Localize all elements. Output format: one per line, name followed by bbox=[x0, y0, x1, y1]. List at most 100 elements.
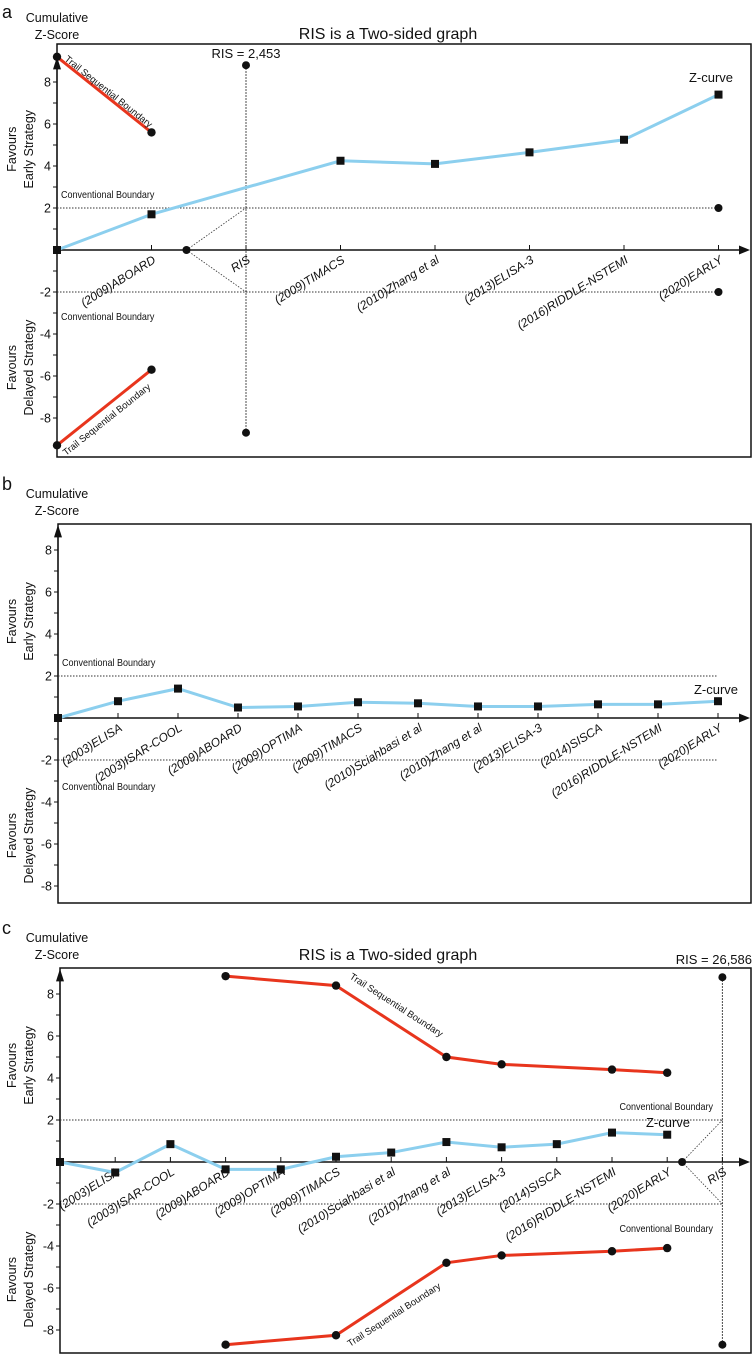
z-curve-point bbox=[294, 702, 302, 711]
x-category-label: RIS bbox=[228, 253, 252, 275]
y-tick-label: 6 bbox=[47, 1030, 54, 1044]
panel-label: b bbox=[2, 474, 12, 494]
tsb-marker bbox=[147, 365, 156, 374]
y-label-favours-delayed-line-1: Favours bbox=[5, 1257, 19, 1302]
z-curve-line bbox=[59, 1131, 668, 1175]
y-label-favours-early-line-2: Early Strategy bbox=[22, 1025, 36, 1104]
y-axis-arrow-icon bbox=[56, 968, 64, 982]
ris-marker-bottom bbox=[242, 428, 250, 437]
x-category-label: (2010)Zhang et al bbox=[354, 252, 442, 314]
ris-origin-marker bbox=[678, 1158, 687, 1166]
z-curve-point bbox=[714, 697, 722, 706]
y-tick-label: 2 bbox=[45, 670, 52, 684]
y-title-line-1: Cumulative bbox=[26, 11, 89, 25]
z-curve-point bbox=[431, 159, 439, 168]
y-tick-label: -8 bbox=[41, 880, 52, 894]
tsb-line-lower bbox=[225, 1246, 668, 1347]
ris-origin-marker bbox=[182, 246, 191, 254]
ris-marker-bottom bbox=[718, 1340, 727, 1349]
conventional-boundary-label-lower: Conventional Boundary bbox=[61, 312, 155, 324]
y-tick-label: -6 bbox=[41, 838, 52, 852]
conventional-boundary-label-lower: Conventional Boundary bbox=[62, 782, 156, 794]
x-category-label: (2020)EARLY bbox=[655, 720, 725, 771]
tsb-marker bbox=[663, 1243, 672, 1253]
conventional-boundary-label-lower: Conventional Boundary bbox=[620, 1224, 714, 1236]
ris-boundary-connector-upper bbox=[186, 207, 247, 251]
z-curve-point bbox=[525, 148, 534, 157]
z-curve-point bbox=[221, 1165, 230, 1174]
z-curve-point bbox=[654, 700, 662, 709]
tsb-marker bbox=[442, 1052, 451, 1062]
panel-label: c bbox=[2, 918, 11, 938]
tsb-marker bbox=[221, 1340, 230, 1349]
tsb-label-upper: Trail Sequential Boundary bbox=[62, 54, 154, 131]
y-tick-label: -2 bbox=[41, 754, 52, 768]
y-title-line-1: Cumulative bbox=[26, 931, 89, 945]
z-curve-label: Z-curve bbox=[689, 70, 733, 85]
y-tick-label: -4 bbox=[43, 1240, 54, 1254]
ris-label: RIS = 2,453 bbox=[211, 46, 280, 61]
y-tick-label: -8 bbox=[43, 1324, 54, 1338]
x-axis-arrow-icon bbox=[739, 245, 750, 255]
tsb-marker bbox=[52, 441, 62, 450]
y-title-line-2: Z-Score bbox=[35, 948, 80, 962]
y-label-favours-early-line-1: Favours bbox=[5, 127, 19, 172]
z-curve-point bbox=[714, 90, 723, 99]
conventional-boundary-label-upper: Conventional Boundary bbox=[62, 658, 156, 670]
z-curve-point bbox=[497, 1143, 506, 1152]
tsb-label-lower: Trail Sequential Boundary bbox=[61, 382, 153, 459]
y-axis-arrow-icon bbox=[54, 524, 62, 538]
y-tick-label: -4 bbox=[40, 328, 51, 342]
conventional-boundary-marker bbox=[714, 288, 723, 296]
z-curve-point bbox=[608, 1128, 616, 1137]
y-tick-label: 6 bbox=[45, 586, 52, 600]
x-category-label: (2020)EARLY bbox=[656, 252, 726, 303]
tsb-marker bbox=[607, 1247, 617, 1256]
tsb-marker bbox=[221, 971, 230, 981]
z-curve-point bbox=[354, 698, 362, 707]
conventional-boundary-label-upper: Conventional Boundary bbox=[61, 190, 155, 202]
tsb-marker bbox=[147, 128, 156, 137]
x-axis-arrow-icon bbox=[739, 713, 750, 723]
y-label-favours-delayed-line-2: Delayed Strategy bbox=[22, 1231, 36, 1328]
z-curve-point bbox=[276, 1165, 285, 1174]
y-tick-label: -2 bbox=[43, 1198, 54, 1212]
ris-boundary-connector-lower bbox=[681, 1161, 723, 1205]
y-tick-label: -6 bbox=[40, 370, 51, 384]
tsb-marker bbox=[663, 1068, 672, 1077]
y-label-favours-delayed-line-1: Favours bbox=[5, 813, 19, 858]
y-tick-label: 4 bbox=[47, 1072, 54, 1086]
y-axis-arrow-icon bbox=[53, 56, 61, 70]
plot-frame bbox=[57, 523, 752, 904]
y-title-line-2: Z-Score bbox=[35, 28, 80, 42]
ris-boundary-connector-upper bbox=[681, 1119, 723, 1163]
z-curve-point bbox=[594, 700, 602, 709]
z-curve-point bbox=[54, 714, 62, 722]
z-curve-point bbox=[56, 1158, 64, 1166]
z-curve-point bbox=[663, 1130, 672, 1139]
y-tick-label: 8 bbox=[44, 76, 51, 90]
tsb-line-upper bbox=[56, 55, 153, 134]
z-curve-line bbox=[56, 93, 720, 252]
y-tick-label: 6 bbox=[44, 118, 51, 132]
x-category-label: (2009)ABOARD bbox=[78, 252, 158, 309]
panel-c: c Cumulative Z-Score RIS is a Two-sided gra… bbox=[2, 918, 752, 1354]
x-category-label: (2013)ELISA-3 bbox=[461, 253, 536, 307]
panel-label: a bbox=[2, 2, 13, 22]
y-label-favours-early-line-2: Early Strategy bbox=[22, 581, 36, 660]
y-title-line-2: Z-Score bbox=[35, 504, 80, 518]
y-tick-label: 8 bbox=[47, 988, 54, 1002]
z-curve-point bbox=[114, 697, 122, 706]
z-curve-line bbox=[57, 687, 719, 720]
z-curve-point bbox=[552, 1140, 561, 1149]
tsb-marker bbox=[331, 1331, 341, 1340]
z-curve-point bbox=[166, 1140, 175, 1149]
z-curve-point bbox=[474, 702, 482, 711]
y-label-favours-delayed-line-2: Delayed Strategy bbox=[22, 319, 36, 416]
x-category-label: (2010)Sciahbasi et al bbox=[295, 1164, 398, 1236]
tsb-marker bbox=[497, 1251, 506, 1260]
tsb-marker bbox=[442, 1258, 451, 1268]
z-curve-point bbox=[414, 699, 422, 708]
panel-a: a Cumulative Z-Score RIS is a Two-sided gra… bbox=[2, 2, 752, 459]
